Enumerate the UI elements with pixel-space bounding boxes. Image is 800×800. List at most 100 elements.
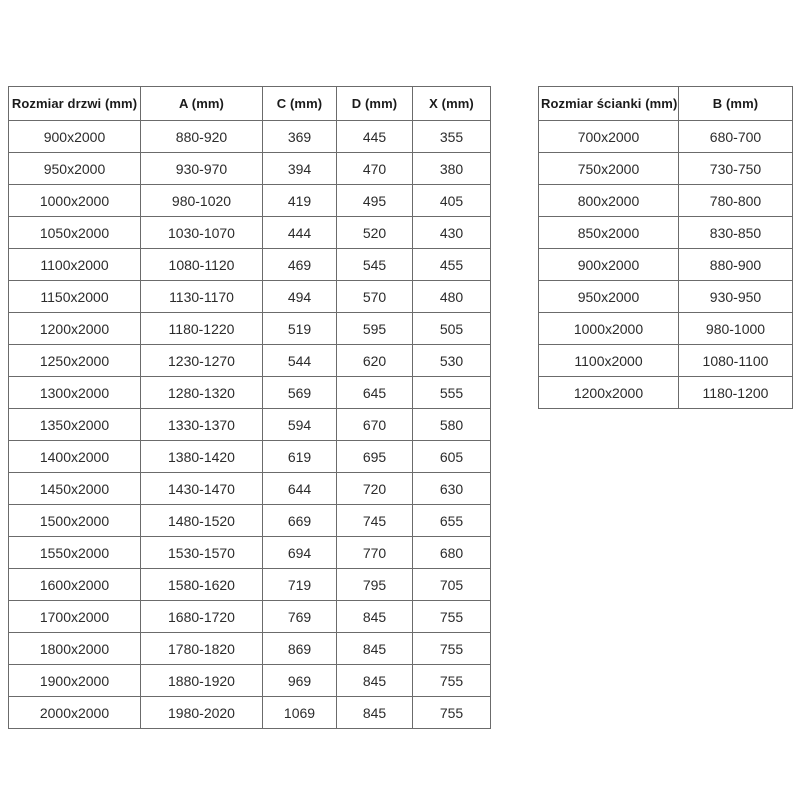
cell-value: 430 (412, 216, 491, 249)
table-row: 2000x2000 1980-2020 1069 845 755 (8, 696, 491, 729)
cell-size: 1450x2000 (8, 472, 141, 505)
cell-size: 900x2000 (538, 248, 679, 281)
table-row: 800x2000 780-800 (538, 184, 793, 217)
cell-value: 445 (336, 120, 413, 153)
cell-value: 620 (336, 344, 413, 377)
cell-value: 1430-1470 (140, 472, 263, 505)
cell-value: 845 (336, 696, 413, 729)
door-table-header: Rozmiar drzwi (mm) A (mm) C (mm) D (mm) … (8, 86, 491, 121)
cell-value: 1380-1420 (140, 440, 263, 473)
cell-size: 1050x2000 (8, 216, 141, 249)
cell-value: 1080-1100 (678, 344, 793, 377)
cell-size: 750x2000 (538, 152, 679, 185)
cell-value: 545 (336, 248, 413, 281)
table-row: 1150x2000 1130-1170 494 570 480 (8, 280, 491, 313)
table-row: 900x2000 880-900 (538, 248, 793, 281)
cell-value: 1980-2020 (140, 696, 263, 729)
table-row: 1600x2000 1580-1620 719 795 705 (8, 568, 491, 601)
cell-size: 1600x2000 (8, 568, 141, 601)
table-row: 1450x2000 1430-1470 644 720 630 (8, 472, 491, 505)
cell-value: 1180-1200 (678, 376, 793, 409)
cell-value: 570 (336, 280, 413, 313)
column-header-b: B (mm) (678, 86, 793, 121)
cell-value: 1069 (262, 696, 337, 729)
cell-value: 644 (262, 472, 337, 505)
table-row: 900x2000 880-920 369 445 355 (8, 120, 491, 153)
cell-value: 1130-1170 (140, 280, 263, 313)
table-header-row: Rozmiar drzwi (mm) A (mm) C (mm) D (mm) … (8, 86, 491, 121)
cell-value: 670 (336, 408, 413, 441)
table-row: 1500x2000 1480-1520 669 745 655 (8, 504, 491, 537)
cell-size: 800x2000 (538, 184, 679, 217)
cell-value: 769 (262, 600, 337, 633)
table-row: 950x2000 930-950 (538, 280, 793, 313)
cell-value: 780-800 (678, 184, 793, 217)
column-header-door-size: Rozmiar drzwi (mm) (8, 86, 141, 121)
cell-size: 1350x2000 (8, 408, 141, 441)
cell-value: 880-920 (140, 120, 263, 153)
column-header-x: X (mm) (412, 86, 491, 121)
table-row: 1000x2000 980-1000 (538, 312, 793, 345)
table-row: 1100x2000 1080-1100 (538, 344, 793, 377)
cell-value: 645 (336, 376, 413, 409)
cell-value: 594 (262, 408, 337, 441)
cell-value: 845 (336, 632, 413, 665)
cell-value: 405 (412, 184, 491, 217)
cell-value: 669 (262, 504, 337, 537)
table-row: 1050x2000 1030-1070 444 520 430 (8, 216, 491, 249)
cell-value: 1330-1370 (140, 408, 263, 441)
cell-size: 850x2000 (538, 216, 679, 249)
cell-value: 469 (262, 248, 337, 281)
cell-value: 969 (262, 664, 337, 697)
table-row: 1900x2000 1880-1920 969 845 755 (8, 664, 491, 697)
cell-size: 1700x2000 (8, 600, 141, 633)
cell-value: 494 (262, 280, 337, 313)
cell-value: 1780-1820 (140, 632, 263, 665)
cell-value: 755 (412, 664, 491, 697)
table-row: 850x2000 830-850 (538, 216, 793, 249)
cell-size: 1250x2000 (8, 344, 141, 377)
cell-value: 845 (336, 600, 413, 633)
cell-value: 680 (412, 536, 491, 569)
column-header-a: A (mm) (140, 86, 263, 121)
cell-value: 444 (262, 216, 337, 249)
cell-value: 1680-1720 (140, 600, 263, 633)
cell-value: 755 (412, 600, 491, 633)
cell-value: 930-950 (678, 280, 793, 313)
cell-size: 1200x2000 (538, 376, 679, 409)
table-row: 1300x2000 1280-1320 569 645 555 (8, 376, 491, 409)
table-row: 1700x2000 1680-1720 769 845 755 (8, 600, 491, 633)
cell-value: 980-1020 (140, 184, 263, 217)
cell-size: 1000x2000 (8, 184, 141, 217)
table-row: 1000x2000 980-1020 419 495 405 (8, 184, 491, 217)
table-row: 1400x2000 1380-1420 619 695 605 (8, 440, 491, 473)
cell-size: 1100x2000 (538, 344, 679, 377)
cell-value: 544 (262, 344, 337, 377)
cell-value: 1080-1120 (140, 248, 263, 281)
cell-size: 1100x2000 (8, 248, 141, 281)
cell-value: 419 (262, 184, 337, 217)
cell-value: 730-750 (678, 152, 793, 185)
cell-value: 605 (412, 440, 491, 473)
cell-value: 519 (262, 312, 337, 345)
cell-value: 394 (262, 152, 337, 185)
cell-size: 1000x2000 (538, 312, 679, 345)
cell-value: 1530-1570 (140, 536, 263, 569)
cell-value: 755 (412, 696, 491, 729)
cell-size: 950x2000 (8, 152, 141, 185)
cell-value: 555 (412, 376, 491, 409)
cell-size: 1400x2000 (8, 440, 141, 473)
wall-table-header: Rozmiar ścianki (mm) B (mm) (538, 86, 793, 121)
table-row: 750x2000 730-750 (538, 152, 793, 185)
cell-value: 869 (262, 632, 337, 665)
cell-value: 845 (336, 664, 413, 697)
table-row: 1100x2000 1080-1120 469 545 455 (8, 248, 491, 281)
column-header-c: C (mm) (262, 86, 337, 121)
cell-value: 720 (336, 472, 413, 505)
table-row: 1800x2000 1780-1820 869 845 755 (8, 632, 491, 665)
cell-value: 630 (412, 472, 491, 505)
column-header-d: D (mm) (336, 86, 413, 121)
cell-value: 1880-1920 (140, 664, 263, 697)
cell-value: 880-900 (678, 248, 793, 281)
cell-value: 755 (412, 632, 491, 665)
